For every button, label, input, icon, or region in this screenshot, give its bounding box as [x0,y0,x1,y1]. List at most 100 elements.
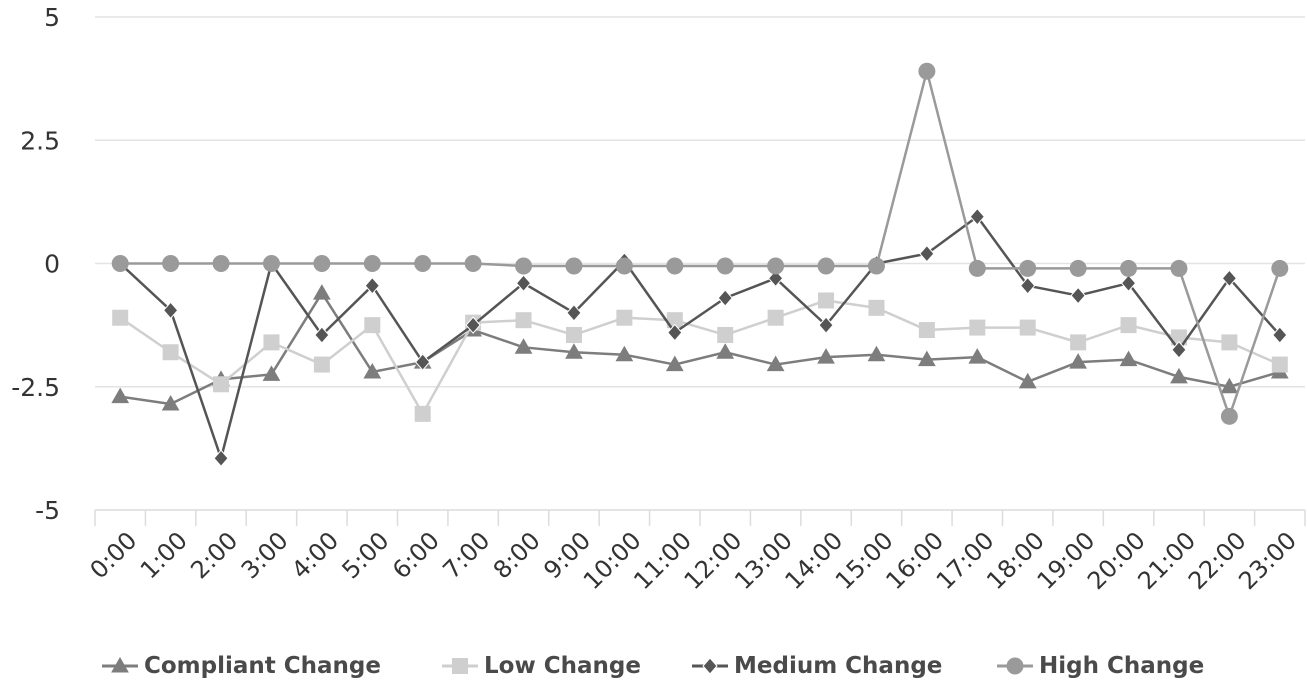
data-point [313,356,330,373]
data-point [162,255,180,272]
data-point [717,326,734,343]
data-point [213,376,230,393]
legend-marker [702,657,718,675]
data-point [1019,319,1036,336]
data-point [716,343,735,359]
legend-marker [1006,657,1024,675]
legend-label: Compliant Change [144,653,381,679]
x-tick-label: 21:00 [1132,526,1201,595]
data-point [717,289,733,307]
data-point [515,312,532,329]
data-point [262,365,281,381]
data-point [1070,334,1087,351]
data-point [918,350,936,367]
data-point [414,405,431,422]
series-line [120,69,1281,418]
data-point [363,255,381,272]
data-point [666,257,684,275]
data-point [1171,341,1187,359]
data-point [112,309,129,326]
x-tick-label: 18:00 [981,526,1050,595]
x-axis [94,509,1306,526]
y-axis: 5 2.5 0 -2.5 -5 [11,3,60,525]
data-point [212,255,230,272]
data-point [1221,269,1238,288]
series-compliant-change [111,284,1289,411]
data-point [616,309,633,326]
data-point [162,344,179,361]
data-point [1221,334,1238,351]
x-axis-tick-labels: 0:001:002:003:004:005:006:007:008:009:00… [85,526,1302,595]
data-point [161,394,180,411]
legend-swatch-diamond-icon [692,657,728,675]
y-tick-label: 5 [44,3,60,32]
legend-swatch-circle-icon [997,657,1033,675]
data-point [716,257,734,275]
data-point [1170,259,1188,277]
x-tick-label: 0:00 [85,526,143,584]
x-tick-label: 19:00 [1032,526,1101,595]
data-point [666,312,683,329]
x-tick-label: 6:00 [387,526,445,584]
x-tick-label: 7:00 [437,526,495,584]
data-point [1120,259,1138,277]
legend-item: High Change [995,646,1204,686]
y-tick-label: -2.5 [11,373,60,402]
x-tick-label: 14:00 [780,526,849,595]
data-point [565,326,582,343]
y-tick-label: 2.5 [20,126,60,155]
data-point [615,345,634,362]
data-point [111,387,130,404]
data-point [1220,407,1238,425]
data-point [213,449,229,467]
data-point [767,309,784,326]
data-point [767,257,785,275]
legend-marker [452,658,468,674]
x-tick-label: 20:00 [1082,526,1151,595]
x-tick-label: 15:00 [830,526,899,595]
series-high-change [111,62,1289,425]
data-point [968,348,987,364]
data-point [1220,377,1239,394]
data-point [263,334,280,351]
data-point [313,255,331,272]
data-point [918,62,936,80]
data-point [767,269,784,288]
series-line [119,215,1281,460]
x-tick-label: 1:00 [135,526,193,584]
legend-label: Low Change [484,653,641,679]
data-point [1170,329,1187,346]
data-point [1120,317,1137,334]
data-point [565,343,583,359]
x-tick-label: 5:00 [337,526,395,584]
data-point [615,257,633,275]
data-point [969,207,985,226]
series-low-change [112,292,1288,422]
x-tick-label: 22:00 [1183,526,1252,595]
data-point [667,323,683,342]
data-point [314,326,330,344]
data-point [868,299,885,316]
y-tick-label: -5 [35,496,60,525]
data-point [1120,274,1137,292]
data-point [464,255,482,272]
series-line [120,291,1281,406]
x-tick-label: 16:00 [880,526,949,595]
data-point [665,355,684,372]
data-point [1272,326,1288,344]
series-layer [111,62,1289,467]
data-point [818,316,834,334]
data-point [817,348,835,364]
data-point [111,255,129,272]
x-tick-label: 11:00 [628,526,697,595]
data-point [817,257,835,275]
series-line [119,299,1281,416]
data-point [1070,286,1086,305]
data-point [313,284,331,300]
data-point [515,274,532,292]
data-point [1020,276,1036,295]
legend-swatch-triangle-icon [102,656,138,673]
legend-label: Medium Change [734,653,943,679]
data-point [1018,372,1037,389]
